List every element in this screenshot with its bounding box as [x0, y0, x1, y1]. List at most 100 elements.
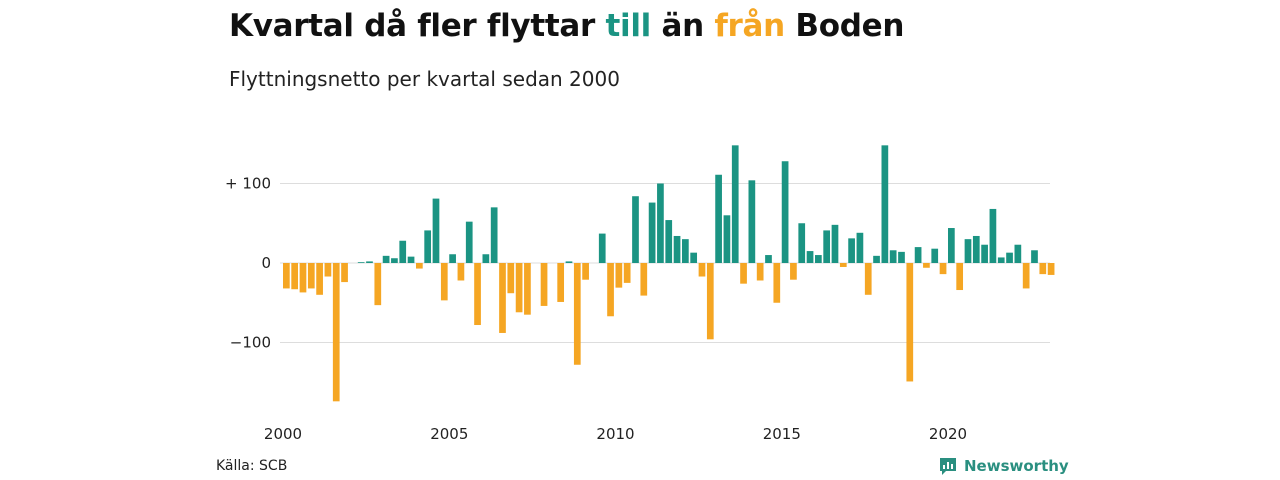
x-tick-label: 2015: [763, 425, 801, 443]
y-tick-label: 0: [261, 254, 271, 272]
bar: [283, 263, 290, 289]
bar: [740, 263, 747, 284]
bar: [457, 263, 465, 281]
bar: [490, 207, 498, 263]
bar: [715, 174, 722, 263]
bar: [698, 263, 706, 277]
bar: [557, 263, 565, 302]
x-tick-label: 2020: [929, 425, 967, 443]
title-part-3: Boden: [784, 8, 905, 44]
bar: [864, 263, 872, 295]
bar: [931, 248, 939, 263]
bar: [540, 263, 548, 306]
bar: [831, 224, 839, 263]
chart-subtitle: Flyttningsnetto per kvartal sedan 2000: [229, 67, 620, 91]
x-tick-label: 2010: [596, 425, 634, 443]
bar: [449, 254, 456, 263]
bar: [856, 232, 864, 263]
bar: [682, 239, 689, 263]
bar: [291, 263, 299, 290]
bar: [399, 240, 407, 263]
x-tick-label: 2005: [430, 425, 468, 443]
bar: [706, 263, 714, 340]
bar: [923, 263, 930, 268]
bar: [366, 261, 373, 263]
bar: [997, 257, 1005, 264]
bar: [806, 251, 814, 263]
bar: [964, 239, 972, 263]
bar: [756, 263, 764, 281]
source-note: Källa: SCB: [216, 458, 288, 474]
bar: [657, 183, 664, 263]
bar: [1031, 250, 1038, 263]
bars-group: [283, 145, 1055, 402]
bar: [981, 244, 988, 264]
bar: [524, 263, 531, 315]
bar: [648, 202, 656, 263]
bar: [482, 254, 490, 263]
title-fran-word: från: [714, 8, 785, 44]
bar: [357, 262, 365, 263]
bar: [939, 263, 947, 275]
bar: [773, 263, 781, 303]
bar: [723, 215, 731, 263]
bar: [507, 263, 515, 294]
title-part-1: Kvartal då fler flyttar: [229, 8, 606, 44]
bar: [565, 261, 573, 263]
bar: [748, 180, 756, 263]
bar: [665, 220, 673, 263]
bar: [731, 145, 739, 263]
bar: [615, 263, 623, 288]
bar: [382, 255, 390, 263]
brand-name: Newsworthy: [964, 457, 1069, 475]
bar: [623, 263, 631, 283]
bar: [632, 196, 639, 263]
bar: [906, 263, 914, 382]
bar: [416, 263, 423, 269]
bar: [474, 263, 481, 326]
bar: [781, 161, 789, 263]
bar: [1047, 263, 1055, 275]
bar: [598, 233, 606, 264]
bar: [607, 263, 614, 317]
bar: [440, 263, 448, 301]
title-part-2: än: [650, 8, 715, 44]
bar: [798, 223, 806, 263]
title-till-word: till: [605, 8, 651, 44]
bar: [332, 263, 340, 402]
newsworthy-logo-icon: [940, 458, 956, 475]
bar: [881, 145, 889, 263]
bar: [299, 263, 307, 293]
bar: [889, 250, 897, 263]
bar: [848, 238, 855, 263]
bar: [972, 235, 980, 263]
bar: [873, 255, 880, 263]
bar: [765, 255, 772, 263]
bar: [948, 228, 955, 263]
bar: [1006, 252, 1013, 263]
bar: [374, 263, 382, 306]
bar: [324, 263, 332, 277]
bar: [515, 263, 523, 313]
bar: [640, 263, 648, 296]
bar: [673, 235, 681, 263]
bar: [316, 263, 323, 295]
bar: [424, 230, 432, 263]
bar: [815, 255, 822, 263]
bar: [914, 247, 922, 263]
bar: [823, 230, 831, 263]
bar: [341, 263, 348, 283]
bar: [898, 251, 905, 263]
y-tick-label: −100: [230, 334, 271, 352]
bar: [956, 263, 964, 291]
bar: [307, 263, 315, 289]
bar: [432, 198, 440, 263]
bar: [690, 252, 698, 263]
bar: [499, 263, 506, 333]
x-axis-ticks: 2000 2005 2010 2015 2020: [264, 425, 967, 443]
chart-title: Kvartal då fler flyttar till än från Bod…: [229, 8, 904, 44]
bar: [407, 256, 415, 263]
bar: [839, 263, 847, 267]
bar: [989, 208, 997, 263]
